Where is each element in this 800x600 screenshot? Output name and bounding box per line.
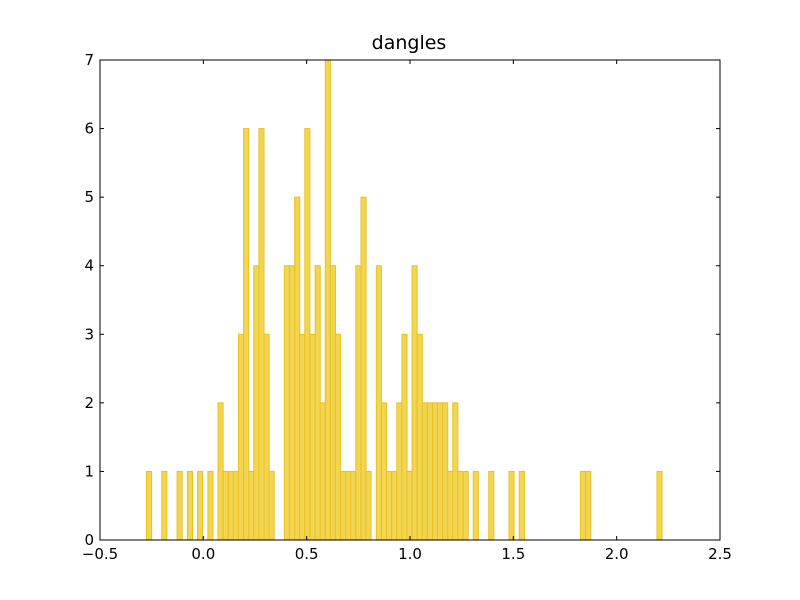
y-tick-label: 4: [84, 257, 94, 275]
histogram-bar: [355, 265, 362, 541]
histogram-bar: [227, 470, 234, 541]
histogram-bar: [472, 470, 479, 541]
ticks-group: [99, 59, 721, 541]
histogram-bar: [462, 470, 469, 541]
y-tick-label: 2: [84, 394, 94, 412]
histogram-bar: [391, 470, 398, 541]
y-tick-label: 6: [84, 120, 94, 138]
histogram-bar: [294, 196, 301, 541]
histogram-bar: [360, 196, 367, 541]
histogram-bar: [365, 470, 372, 541]
histogram-bar: [350, 470, 357, 541]
histogram-bar: [416, 333, 423, 541]
histogram-bar: [176, 470, 183, 541]
histogram-bar: [237, 333, 245, 541]
histogram-bar: [283, 265, 290, 541]
histogram-bar: [258, 128, 265, 541]
histogram-bar: [518, 470, 525, 541]
histogram-bar: [186, 470, 194, 541]
tick-labels-group: −0.5 0.0 0.5 1.0 1.5 2.0 2.5 0 1 2 3 4 5 6 7: [82, 51, 732, 563]
bars-group: [146, 59, 663, 541]
histogram-bar: [314, 265, 321, 541]
histogram-bar: [436, 402, 444, 541]
histogram-bar: [299, 333, 306, 541]
histogram-bar: [421, 402, 428, 541]
histogram-bar: [580, 470, 587, 541]
histogram-bar: [289, 265, 296, 541]
histogram-bar: [146, 470, 153, 541]
histogram-bar: [268, 470, 275, 541]
histogram-bar: [380, 402, 388, 541]
histogram-bar: [340, 470, 347, 541]
x-tick-label: −0.5: [82, 545, 118, 563]
histogram-bar: [447, 470, 454, 541]
histogram-bar: [656, 470, 663, 541]
histogram-bar: [442, 402, 449, 541]
histogram-bar: [411, 265, 418, 541]
x-tick-label: 1.5: [501, 545, 525, 563]
histogram-bar: [457, 470, 464, 541]
histogram-bar: [243, 128, 250, 541]
x-tick-label: 2.5: [708, 545, 732, 563]
chart-title: dangles: [372, 32, 447, 54]
histogram-bar: [452, 402, 459, 541]
histogram-bar: [197, 470, 204, 541]
histogram-bar: [488, 470, 495, 541]
histogram-bar: [375, 265, 382, 541]
y-tick-label: 5: [84, 188, 94, 206]
histogram-bar: [248, 470, 255, 541]
histogram-bar: [426, 402, 433, 541]
histogram-bar: [334, 333, 341, 541]
y-tick-label: 0: [84, 531, 94, 549]
histogram-bar: [329, 265, 337, 541]
histogram-bar: [585, 470, 592, 541]
x-tick-label: 2.0: [605, 545, 629, 563]
x-tick-label: 0.5: [295, 545, 319, 563]
x-tick-label: 0.0: [191, 545, 215, 563]
histogram-bar: [432, 402, 439, 541]
histogram-bar: [406, 470, 413, 541]
y-tick-label: 7: [84, 51, 94, 69]
histogram-bar: [304, 128, 311, 541]
histogram-bar: [161, 470, 168, 541]
histogram-bar: [396, 402, 403, 541]
histogram-bar: [222, 470, 229, 541]
histogram-bar: [309, 333, 316, 541]
histogram-bar: [319, 402, 326, 541]
histogram-bar: [232, 470, 239, 541]
histogram-bar: [263, 333, 270, 541]
histogram-bar: [207, 470, 214, 541]
histogram-bar: [508, 470, 515, 541]
histogram-bar: [253, 265, 260, 541]
histogram-bar: [385, 470, 393, 541]
histogram-bar: [217, 402, 224, 541]
histogram-bar: [345, 470, 352, 541]
y-tick-label: 1: [84, 462, 94, 480]
y-tick-label: 3: [84, 325, 94, 343]
x-tick-label: 1.0: [398, 545, 422, 563]
histogram-bar: [401, 333, 408, 541]
histogram-bar: [324, 59, 331, 541]
plot-frame: [99, 59, 721, 541]
